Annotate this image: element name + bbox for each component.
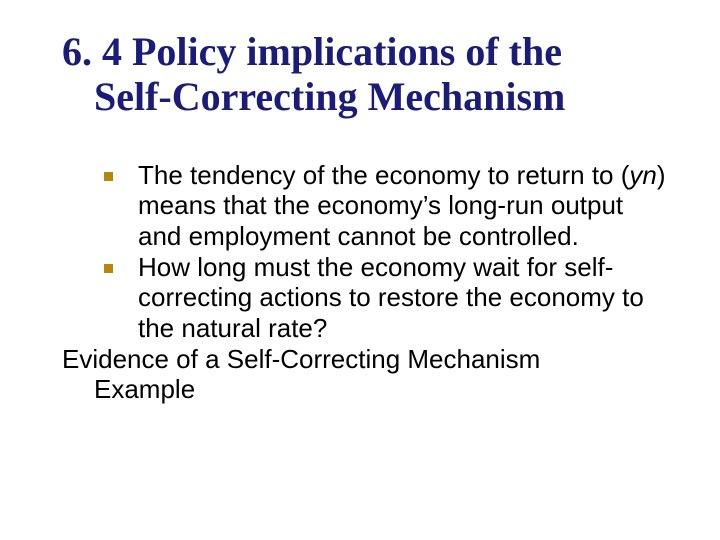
bullet-list: The tendency of the economy to return to… bbox=[104, 160, 672, 344]
bullet-item: How long must the economy wait for self-… bbox=[104, 252, 672, 344]
bullet-item: The tendency of the economy to return to… bbox=[104, 160, 672, 252]
bullet-text-pre: The tendency of the economy to return to… bbox=[138, 160, 629, 190]
trailing-line-2: Example bbox=[62, 374, 672, 405]
slide-body: The tendency of the economy to return to… bbox=[62, 160, 672, 405]
slide: 6. 4 Policy implications of the Self-Cor… bbox=[0, 0, 720, 540]
bullet-text-italic: yn bbox=[629, 160, 656, 190]
title-line-1: 6. 4 Policy implications of the bbox=[62, 29, 562, 74]
slide-title: 6. 4 Policy implications of the Self-Cor… bbox=[62, 24, 672, 120]
title-line-2: Self-Correcting Mechanism bbox=[62, 75, 565, 120]
trailing-line-1: Evidence of a Self-Correcting Mechanism bbox=[62, 344, 672, 375]
bullet-text: How long must the economy wait for self-… bbox=[138, 252, 644, 343]
